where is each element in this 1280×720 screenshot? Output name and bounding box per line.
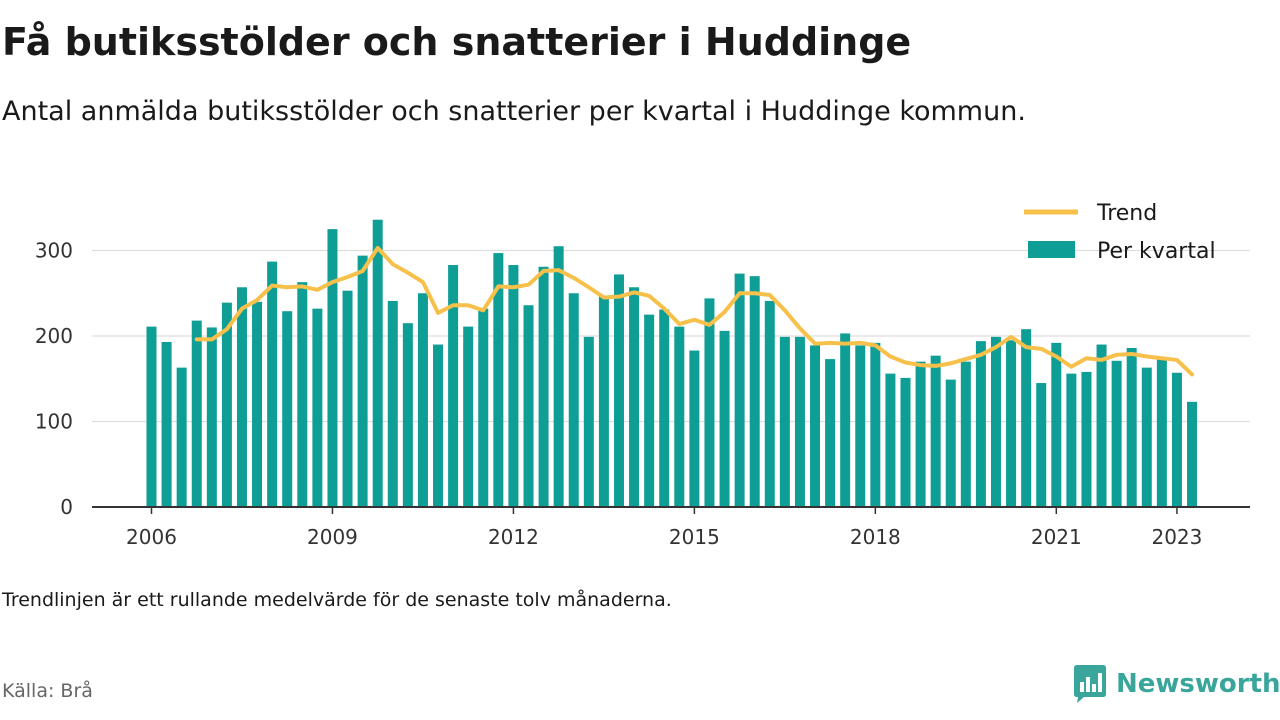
y-tick-label: 200 bbox=[35, 324, 73, 348]
bar bbox=[1096, 344, 1107, 507]
bar bbox=[146, 326, 157, 508]
bar bbox=[282, 311, 293, 507]
bar bbox=[598, 295, 609, 507]
bar bbox=[312, 308, 323, 507]
legend-bar-swatch bbox=[1028, 241, 1075, 258]
bar bbox=[297, 282, 308, 507]
bar bbox=[508, 265, 519, 507]
trend-line bbox=[194, 245, 1195, 377]
legend-trend-label: Trend bbox=[1096, 201, 1157, 226]
bar bbox=[402, 323, 413, 507]
legend-bar-label: Per kvartal bbox=[1097, 239, 1216, 264]
bar bbox=[478, 308, 489, 507]
bar bbox=[1171, 372, 1182, 507]
bar bbox=[553, 246, 564, 508]
bar bbox=[1036, 383, 1047, 507]
bar bbox=[704, 298, 715, 507]
bar bbox=[1156, 358, 1167, 507]
x-tick-label: 2006 bbox=[126, 525, 177, 549]
bar bbox=[749, 276, 760, 507]
bar bbox=[357, 255, 368, 507]
x-tick-label: 2023 bbox=[1151, 525, 1202, 549]
bar bbox=[1006, 340, 1017, 507]
bar bbox=[1066, 373, 1077, 507]
bar bbox=[267, 261, 278, 507]
bar bbox=[387, 300, 398, 507]
bar bbox=[176, 367, 187, 507]
footnote: Trendlinjen är ett rullande medelvärde f… bbox=[2, 589, 672, 611]
y-tick-label: 300 bbox=[35, 239, 73, 263]
x-tick-label: 2012 bbox=[488, 525, 539, 549]
bar bbox=[764, 300, 775, 507]
bar bbox=[568, 293, 579, 507]
bar bbox=[1051, 342, 1062, 507]
bar bbox=[493, 253, 504, 507]
bar bbox=[1126, 347, 1137, 507]
bar bbox=[900, 377, 911, 507]
bar bbox=[327, 229, 338, 508]
bar bbox=[855, 345, 866, 507]
bar bbox=[448, 265, 459, 507]
bar bbox=[372, 219, 383, 507]
y-tick-label: 100 bbox=[35, 410, 73, 434]
chart-area: 0 100 200 300 2006 2009 2012 2015 2018 2021 2023 T… bbox=[35, 201, 1250, 549]
brand-logo: Newsworthy bbox=[1072, 664, 1280, 704]
bar bbox=[870, 342, 881, 507]
bar bbox=[538, 266, 549, 507]
bar bbox=[689, 350, 700, 507]
legend: Trend Per kvartal bbox=[1024, 201, 1216, 264]
chart-subtitle: Antal anmälda butiksstölder och snatteri… bbox=[2, 96, 1026, 127]
bar bbox=[583, 336, 594, 508]
bar bbox=[674, 326, 685, 508]
bar bbox=[1081, 371, 1092, 507]
bar bbox=[659, 309, 670, 507]
bar bbox=[885, 373, 896, 507]
bar bbox=[825, 359, 836, 507]
x-tick-label: 2015 bbox=[669, 525, 720, 549]
trend-series bbox=[194, 245, 1195, 377]
bar bbox=[236, 287, 247, 507]
bar bbox=[523, 305, 534, 507]
bar bbox=[734, 273, 745, 507]
x-tick-label: 2018 bbox=[850, 525, 901, 549]
bar bbox=[613, 274, 624, 507]
bar bbox=[1141, 367, 1152, 507]
bar bbox=[433, 344, 444, 507]
axes: 0 100 200 300 2006 2009 2012 2015 2018 2021 2023 bbox=[35, 239, 1250, 549]
x-tick-label: 2021 bbox=[1031, 525, 1082, 549]
bar bbox=[417, 293, 428, 507]
bar bbox=[629, 287, 640, 507]
bar bbox=[644, 314, 655, 508]
bar bbox=[840, 333, 851, 507]
bar bbox=[1021, 329, 1032, 507]
bar bbox=[990, 336, 1001, 508]
bar bbox=[975, 341, 986, 507]
bar bbox=[342, 290, 353, 507]
y-tick-label: 0 bbox=[60, 495, 73, 519]
bar bbox=[463, 326, 474, 508]
bar bbox=[915, 361, 926, 507]
bar bbox=[960, 361, 971, 507]
bar bbox=[794, 336, 805, 508]
chart-title: Få butiksstölder och snatterier i Huddin… bbox=[2, 20, 912, 64]
bar bbox=[779, 336, 790, 508]
bar bbox=[810, 345, 821, 507]
bar bbox=[1187, 401, 1198, 507]
bar bbox=[221, 302, 232, 507]
bar bbox=[945, 379, 956, 507]
bar bbox=[930, 355, 941, 507]
bar bbox=[252, 301, 263, 507]
bar bbox=[206, 327, 217, 507]
newsworthy-logo-icon bbox=[1074, 665, 1106, 703]
source-label: Källa: Brå bbox=[2, 680, 93, 702]
bar bbox=[161, 341, 172, 507]
bar bbox=[1111, 360, 1122, 507]
brand-name: Newsworthy bbox=[1116, 669, 1280, 699]
bar bbox=[719, 330, 730, 507]
bar-series bbox=[146, 219, 1198, 508]
bar bbox=[191, 320, 202, 507]
x-tick-label: 2009 bbox=[307, 525, 358, 549]
